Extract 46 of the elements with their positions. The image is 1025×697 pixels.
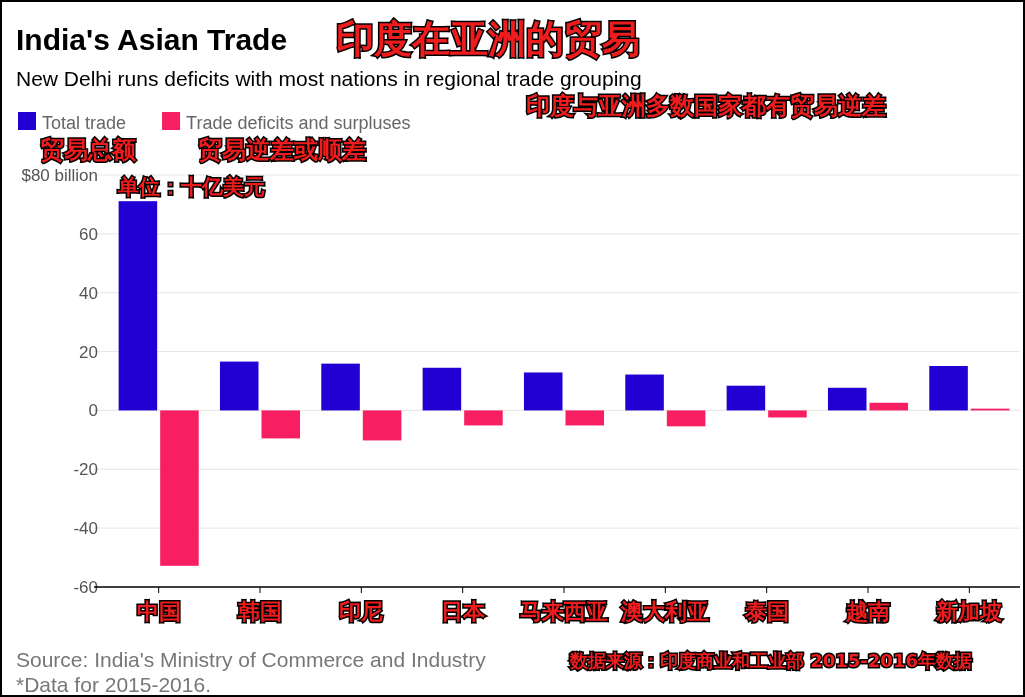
x-tick-label: 日本 <box>440 599 486 624</box>
source-note: 数据来源：印度商业和工业部 2015-2016年数据 <box>569 650 972 671</box>
chart-title: India's Asian Trade <box>16 23 288 56</box>
legend-label: Total trade <box>42 113 127 133</box>
bar <box>869 402 909 411</box>
x-tick-label: 泰国 <box>743 599 789 624</box>
bar <box>726 385 766 411</box>
y-tick-label: 20 <box>79 342 98 362</box>
x-tick-label: 越南 <box>845 599 890 624</box>
bar <box>160 410 199 566</box>
bar <box>625 374 664 411</box>
bar <box>827 387 867 411</box>
x-tick-label: 韩国 <box>237 599 282 624</box>
text: 印度在亚洲的贸易 <box>336 17 640 61</box>
annotation: 单位：十亿美元 <box>117 175 265 199</box>
text: 贸易总额 <box>40 136 137 164</box>
x-tick-label: 中国 <box>136 599 181 624</box>
y-tick-label: -60 <box>73 578 98 597</box>
x-tick-label: 新加坡 <box>935 599 1003 624</box>
bar <box>118 201 158 411</box>
x-tick-label: 澳大利亚 <box>620 599 710 624</box>
text: *Data for 2015-2016. <box>16 673 211 696</box>
legend-label: Trade deficits and surpluses <box>186 113 411 133</box>
bar <box>929 365 968 411</box>
x-tick-label: 印尼 <box>339 599 384 624</box>
x-tick-label: 马来西亚 <box>520 599 608 624</box>
bar <box>362 410 402 441</box>
bar <box>464 410 503 426</box>
bar <box>219 361 259 411</box>
bar <box>666 410 706 427</box>
bar <box>261 410 301 439</box>
source-note: Source: India's Ministry of Commerce and Industry <box>16 648 487 671</box>
y-tick-label: $80 billion <box>21 166 98 185</box>
y-tick-label: 40 <box>79 283 98 303</box>
bar <box>422 367 462 411</box>
bar <box>565 410 605 426</box>
bar <box>321 363 360 411</box>
text: 印度与亚洲多数国家都有贸易逆差 <box>526 92 886 120</box>
y-tick-label: 0 <box>88 401 98 421</box>
y-tick-label: -40 <box>73 519 98 539</box>
y-tick-label: 60 <box>79 224 98 244</box>
bar <box>768 410 807 418</box>
bar <box>523 372 563 411</box>
text: 贸易逆差或顺差 <box>198 136 366 164</box>
y-tick-label: -20 <box>73 460 98 480</box>
chart-subtitle: New Delhi runs deficits with most nations in regional trade grouping <box>16 67 642 90</box>
